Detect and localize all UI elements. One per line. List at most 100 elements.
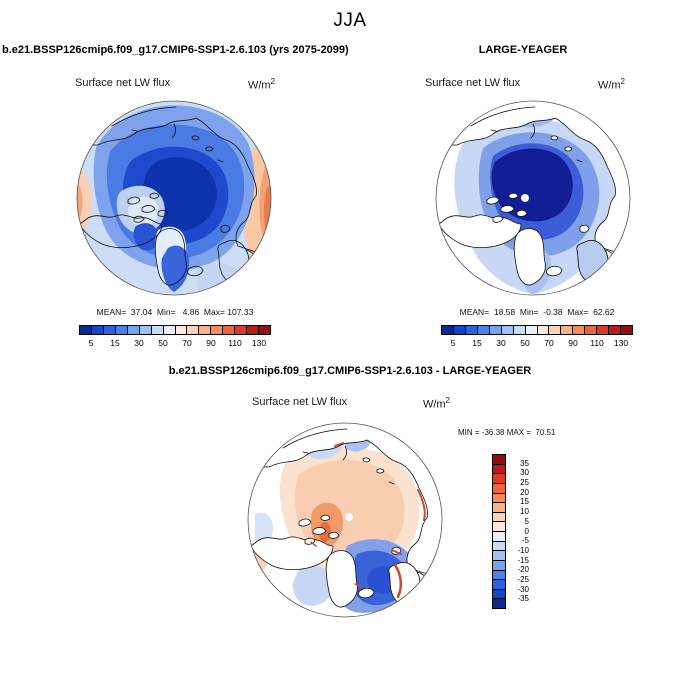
colorbar-tick-label: 130 (251, 338, 267, 348)
colorbar-tick-label: 35 (520, 458, 529, 468)
colorbar-segment (115, 326, 128, 334)
colorbar-tick-label: 30 (496, 338, 506, 348)
colorbar-segment (573, 326, 586, 334)
colorbar-segment (223, 326, 236, 334)
colorbar-segment (493, 570, 505, 581)
colorbar-segment (477, 326, 490, 334)
colorbar-segment (91, 326, 104, 334)
colorbar-segment (103, 326, 116, 334)
colorbar-segment (493, 464, 505, 475)
obs-colorbar-ticks: 5 15 30 50 70 90 110 130 (441, 338, 633, 349)
colorbar-segment (493, 483, 505, 494)
colorbar-tick-label: 15 (110, 338, 120, 348)
colorbar-segment (211, 326, 224, 334)
colorbar-tick-label: 130 (613, 338, 629, 348)
colorbar-tick-label: -20 (517, 565, 529, 575)
colorbar-segment (493, 589, 505, 600)
colorbar-tick-label: 5 (450, 338, 456, 348)
model-map-boundary (76, 100, 272, 296)
model-units-label: W/m2 (247, 77, 275, 92)
diff-subtitle-row: Surface net LW flux W/m2 (252, 396, 450, 411)
colorbar-tick-label: 70 (182, 338, 192, 348)
obs-map (435, 100, 631, 296)
obs-map-boundary (435, 100, 631, 296)
colorbar-segment (549, 326, 562, 334)
colorbar-segment (561, 326, 574, 334)
diff-field-label: Surface net LW flux (252, 396, 348, 408)
colorbar-segment (175, 326, 188, 334)
colorbar-segment (442, 326, 454, 334)
colorbar-segment (493, 455, 505, 465)
colorbar-tick-label: 5 (88, 338, 94, 348)
colorbar-tick-label: -10 (517, 545, 529, 555)
colorbar-tick-label: -35 (517, 594, 529, 604)
season-title: JJA (333, 10, 367, 31)
diff-pole-hole-dot (345, 513, 353, 521)
colorbar-segment (493, 580, 505, 590)
diff-units-label: W/m2 (422, 396, 450, 411)
colorbar-segment (199, 326, 212, 334)
diff-header: b.e21.BSSP126cmip6.f09_g17.CMIP6-SSP1-2.… (168, 365, 532, 377)
colorbar-tick-label: 5 (524, 516, 529, 526)
model-stats: MEAN= 37.04 Min= 4.86 Max= 107.33 (96, 307, 254, 317)
colorbar-segment (493, 522, 505, 532)
colorbar-tick-label: 0 (524, 526, 529, 536)
obs-pole-hole-dot (521, 194, 529, 202)
diff-field-shading (248, 423, 442, 617)
colorbar-segment (493, 512, 505, 523)
diff-colorbar (492, 454, 506, 609)
colorbar-segment (609, 326, 622, 334)
model-colorbar (79, 325, 271, 335)
colorbar-segment (493, 560, 505, 571)
colorbar-segment (259, 326, 270, 334)
colorbar-segment (151, 326, 164, 334)
obs-field-label: Surface net LW flux (425, 77, 521, 89)
model-subtitle-row: Surface net LW flux W/m2 (75, 77, 275, 92)
colorbar-tick-label: 110 (590, 338, 604, 348)
colorbar-tick-label: 90 (206, 338, 216, 348)
model-map (76, 100, 272, 296)
colorbar-segment (139, 326, 152, 334)
colorbar-tick-label: 30 (520, 468, 529, 478)
colorbar-segment (493, 599, 505, 608)
colorbar-tick-label: 30 (134, 338, 144, 348)
obs-units-label: W/m2 (597, 77, 625, 92)
colorbar-segment (465, 326, 478, 334)
obs-colorbar (441, 325, 633, 335)
colorbar-segment (597, 326, 610, 334)
diff-warm-coastal-fringes (310, 442, 426, 599)
colorbar-segment (493, 541, 505, 552)
colorbar-tick-label: 50 (158, 338, 168, 348)
colorbar-segment (127, 326, 140, 334)
diff-map-boundary (247, 422, 443, 618)
colorbar-segment (585, 326, 598, 334)
obs-subtitle-row: Surface net LW flux W/m2 (425, 77, 625, 92)
colorbar-tick-label: 90 (568, 338, 578, 348)
colorbar-segment (621, 326, 632, 334)
colorbar-segment (537, 326, 550, 334)
colorbar-segment (453, 326, 466, 334)
colorbar-segment (489, 326, 502, 334)
colorbar-tick-label: 50 (520, 338, 530, 348)
colorbar-tick-label: -5 (521, 536, 529, 546)
colorbar-tick-label: -30 (517, 584, 529, 594)
colorbar-segment (247, 326, 260, 334)
obs-field-shading (436, 101, 630, 295)
colorbar-segment (80, 326, 92, 334)
colorbar-segment (493, 493, 505, 504)
colorbar-segment (235, 326, 248, 334)
model-header: b.e21.BSSP126cmip6.f09_g17.CMIP6-SSP1-2.… (2, 44, 349, 56)
model-field-shading (77, 101, 271, 295)
colorbar-segment (187, 326, 200, 334)
colorbar-tick-label: -15 (517, 555, 529, 565)
colorbar-tick-label: -25 (517, 574, 529, 584)
obs-stats: MEAN= 18.58 Min= -0.38 Max= 62.62 (459, 307, 615, 317)
colorbar-tick-label: 15 (472, 338, 482, 348)
model-colorbar-ticks: 5 15 30 50 70 90 110 130 (79, 338, 271, 349)
model-field-label: Surface net LW flux (75, 77, 171, 89)
colorbar-segment (493, 474, 505, 484)
obs-header: LARGE-YEAGER (478, 44, 568, 56)
colorbar-tick-label: 70 (544, 338, 554, 348)
colorbar-tick-label: 110 (228, 338, 242, 348)
colorbar-segment (513, 326, 526, 334)
